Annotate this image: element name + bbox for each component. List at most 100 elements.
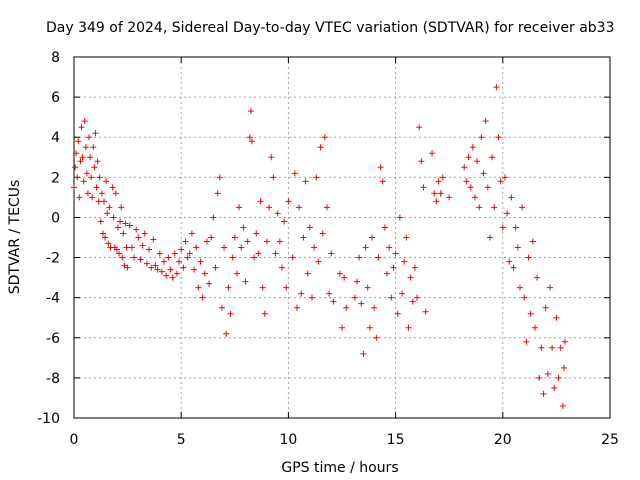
data-point xyxy=(291,170,298,177)
data-point xyxy=(474,158,481,165)
data-point xyxy=(534,274,541,281)
data-point xyxy=(538,344,545,351)
data-point xyxy=(525,254,532,261)
data-point xyxy=(403,234,410,241)
data-point xyxy=(491,204,498,211)
data-point xyxy=(161,258,168,265)
data-point xyxy=(439,174,446,181)
data-point xyxy=(360,350,367,357)
data-point xyxy=(120,230,127,237)
data-point xyxy=(109,184,116,191)
data-point xyxy=(304,270,311,277)
data-point xyxy=(364,284,371,291)
data-point xyxy=(302,178,309,185)
y-tick-label: -4 xyxy=(46,291,60,307)
data-point xyxy=(119,254,126,261)
y-tick-label: 0 xyxy=(51,210,60,226)
data-point xyxy=(74,174,81,181)
data-point xyxy=(201,270,208,277)
data-point xyxy=(326,290,333,297)
data-point xyxy=(84,190,91,197)
data-point xyxy=(150,236,157,243)
data-point xyxy=(351,294,358,301)
data-point xyxy=(497,178,504,185)
data-point xyxy=(330,298,337,305)
data-point xyxy=(94,158,101,165)
data-point xyxy=(396,214,403,221)
data-point xyxy=(214,190,221,197)
data-point xyxy=(76,194,83,201)
data-point xyxy=(95,198,102,205)
data-point xyxy=(321,134,328,141)
data-point xyxy=(104,210,111,217)
data-point xyxy=(476,204,483,211)
data-point xyxy=(429,150,436,157)
data-point xyxy=(92,130,99,137)
data-point xyxy=(158,268,165,275)
data-point xyxy=(317,144,324,151)
data-point xyxy=(521,294,528,301)
data-point xyxy=(354,278,361,285)
data-point xyxy=(551,384,558,391)
data-point xyxy=(289,254,296,261)
data-point xyxy=(516,284,523,291)
data-point xyxy=(296,204,303,211)
data-point xyxy=(274,210,281,217)
data-point xyxy=(339,324,345,331)
data-point xyxy=(223,330,230,337)
data-point xyxy=(546,284,553,291)
data-point xyxy=(407,274,414,281)
data-point xyxy=(167,266,174,273)
data-point xyxy=(98,190,105,197)
data-point xyxy=(489,154,496,161)
data-point xyxy=(377,164,384,171)
data-point xyxy=(165,254,172,261)
data-point xyxy=(493,84,500,91)
data-point xyxy=(173,270,180,277)
data-point xyxy=(208,234,215,241)
data-point xyxy=(306,224,313,231)
data-point xyxy=(80,178,87,185)
data-point xyxy=(77,158,84,165)
data-point xyxy=(178,246,185,253)
data-point xyxy=(83,170,90,177)
data-point xyxy=(420,184,427,191)
data-point xyxy=(131,254,138,261)
data-point xyxy=(182,238,189,245)
data-point xyxy=(544,370,551,377)
data-point xyxy=(188,230,195,237)
data-point xyxy=(113,246,120,253)
data-point xyxy=(79,154,86,161)
data-point xyxy=(103,178,110,185)
data-point xyxy=(381,224,388,231)
data-point xyxy=(416,124,423,131)
data-point xyxy=(471,194,478,201)
data-point xyxy=(139,242,146,249)
data-point xyxy=(553,314,560,321)
y-tick-label: -6 xyxy=(46,331,60,347)
data-point xyxy=(128,244,135,251)
x-tick-label: 20 xyxy=(494,432,512,448)
data-point xyxy=(281,218,288,225)
data-point xyxy=(278,264,285,271)
data-point xyxy=(199,294,206,301)
grid-lines xyxy=(74,57,610,418)
data-point xyxy=(116,250,123,257)
data-point xyxy=(102,234,109,241)
data-point xyxy=(124,264,131,271)
data-point xyxy=(126,222,133,229)
data-point xyxy=(435,178,442,185)
data-point xyxy=(401,258,408,265)
data-point xyxy=(112,190,119,197)
data-point xyxy=(89,194,96,201)
data-point xyxy=(527,310,534,317)
data-point xyxy=(146,246,153,253)
data-point xyxy=(156,250,163,257)
data-point xyxy=(233,270,240,277)
data-point xyxy=(315,258,322,265)
data-point xyxy=(512,224,519,231)
data-point xyxy=(86,134,93,141)
data-point xyxy=(559,402,566,409)
data-point xyxy=(227,310,234,317)
chart-title: Day 349 of 2024, Sidereal Day-to-day VTE… xyxy=(46,20,615,36)
